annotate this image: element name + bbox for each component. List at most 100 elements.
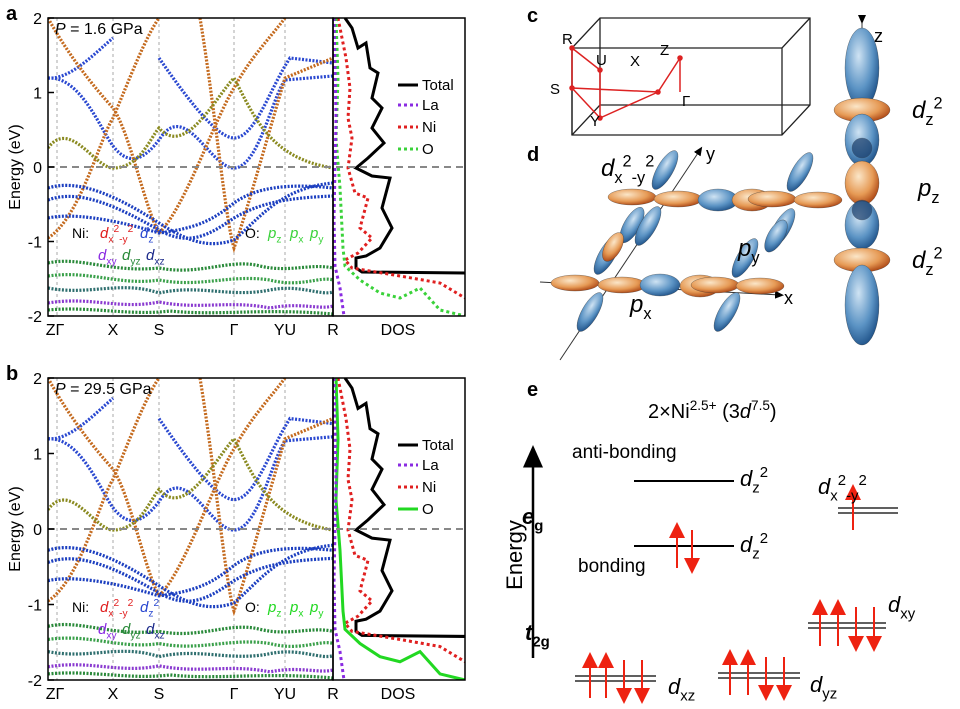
ni-label: Ni: (72, 225, 89, 241)
o-label: O: (245, 225, 260, 241)
label-part: 2 (128, 224, 134, 235)
k-point-label: U (596, 52, 607, 69)
orbital-label: px (289, 599, 303, 620)
orbital-label: eg (522, 504, 543, 535)
label-part: p (917, 175, 931, 202)
label-part: 2×Ni (648, 401, 690, 423)
label-part: 2 (623, 152, 632, 170)
label-part: ) (770, 401, 777, 423)
pressure: P = 1.6 GPa (55, 21, 143, 38)
label-part: x (614, 169, 622, 187)
orbital-label: dxz (146, 247, 165, 268)
label-part: y (318, 235, 324, 246)
band (48, 259, 334, 272)
band (48, 194, 334, 240)
legend-label: O (422, 501, 434, 518)
band (48, 378, 287, 599)
band (48, 663, 334, 674)
panel-label: d (527, 144, 539, 166)
label-part: -y (119, 609, 128, 620)
k-point-label: Γ (682, 93, 690, 110)
k-point-label: R (327, 322, 339, 339)
orbital-label: dx2-y2 (100, 224, 134, 246)
band (48, 546, 334, 598)
axis-label: Energy (502, 520, 527, 590)
label-part: d (740, 401, 752, 423)
panel-label: b (6, 363, 18, 385)
label-part: p (309, 225, 318, 242)
label-part: 2 (934, 94, 943, 112)
label-part: z (925, 111, 933, 129)
label-part: d (912, 247, 926, 274)
orbital-drawing (539, 15, 891, 361)
orbital-label: dyz (122, 247, 141, 268)
dos-curve (336, 378, 465, 664)
y-tick-label: 1 (33, 86, 42, 103)
k-point-label: YU (274, 322, 296, 339)
band (48, 622, 334, 636)
k-point-label: ZΓ (46, 686, 65, 703)
ni-label: Ni: (72, 599, 89, 615)
label-part: z (148, 609, 153, 620)
panel-label: a (6, 3, 18, 25)
label-part: d (668, 674, 681, 699)
label-part: d (818, 474, 831, 499)
label-part: x (298, 609, 303, 620)
band (48, 181, 334, 246)
label-part: z (752, 546, 759, 563)
label-part: d (122, 621, 131, 638)
label-part: xy (900, 606, 915, 623)
dos-frame (332, 17, 466, 317)
label-part: p (289, 225, 298, 242)
orbital-label: px (289, 225, 303, 246)
band-panel (48, 18, 465, 316)
orbital-label: dx2-y2 (818, 472, 867, 504)
orbital-label: dz2 (140, 224, 159, 246)
label-part: 2 (128, 598, 134, 609)
y-tick-label: 0 (33, 160, 42, 177)
label-part: y (318, 609, 324, 620)
orbital-label: dz2 (912, 244, 943, 279)
legend-label: Total (422, 77, 454, 94)
label-part: P (55, 21, 66, 38)
label-part: z (276, 609, 281, 620)
band (48, 543, 334, 609)
dos-curve (332, 18, 346, 316)
label-part: yz (130, 257, 140, 268)
level-diagram (523, 445, 898, 704)
brillouin-zone (571, 17, 811, 136)
label-part: P (55, 381, 66, 398)
panel-label: e (527, 379, 538, 401)
y-tick-label: 1 (33, 447, 42, 464)
y-tick-label: -1 (28, 235, 42, 252)
orbital-label: dyz (810, 672, 837, 703)
label-part: d (100, 225, 109, 242)
orbital-label: dxy (888, 592, 916, 623)
band (48, 74, 334, 170)
label-part: z (276, 235, 281, 246)
label-part: 2 (153, 224, 159, 235)
band (48, 18, 287, 236)
orbital-label: dz2 (912, 94, 943, 129)
label-part: 2 (859, 472, 867, 489)
label-part: d (146, 621, 155, 638)
k-point-label: X (108, 686, 119, 703)
band (48, 436, 334, 532)
axis-label: x (784, 288, 793, 308)
legend-label: Ni (422, 119, 436, 136)
label-part: d (140, 599, 149, 616)
orbital-label: dxy (98, 247, 117, 268)
label-part: d (98, 621, 107, 638)
pressure: P = 29.5 GPa (55, 381, 152, 398)
band (48, 299, 334, 310)
band (48, 307, 334, 316)
orbital-label: dz2 (140, 598, 159, 620)
label-part: = 1.6 GPa (66, 21, 143, 38)
y-tick-label: -2 (28, 673, 42, 690)
panel-label: c (527, 5, 538, 27)
band (48, 671, 334, 680)
label-part: 2.5+ (690, 398, 717, 413)
band (48, 75, 334, 170)
label-part: p (267, 225, 276, 242)
legend-label: Total (422, 437, 454, 454)
